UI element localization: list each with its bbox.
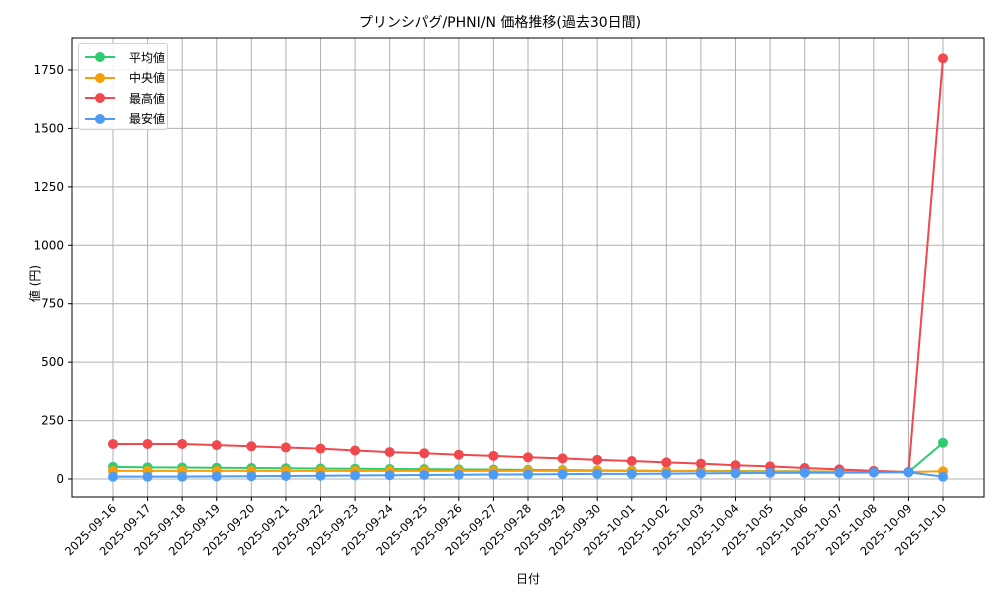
data-point xyxy=(938,437,948,448)
legend-swatch-icon xyxy=(85,113,115,125)
data-point xyxy=(903,467,914,478)
data-point xyxy=(799,467,810,478)
y-tick-label: 250 xyxy=(41,414,64,428)
data-point xyxy=(315,443,326,454)
data-point xyxy=(108,471,118,482)
data-point xyxy=(108,438,118,449)
data-point xyxy=(280,470,291,481)
data-point xyxy=(211,471,222,482)
y-tick-label: 1750 xyxy=(33,63,64,77)
legend-label: 平均値 xyxy=(129,50,166,65)
data-point xyxy=(142,471,153,482)
data-point xyxy=(695,468,706,479)
data-point xyxy=(730,460,741,471)
grid-lines xyxy=(72,38,984,497)
data-point xyxy=(592,454,603,465)
data-point xyxy=(488,469,499,480)
y-tick-label: 1250 xyxy=(33,180,64,194)
x-axis-ticks: 2025-09-162025-09-172025-09-182025-09-19… xyxy=(62,497,949,558)
data-point xyxy=(557,453,568,464)
legend-item: 中央値 xyxy=(85,68,165,88)
y-tick-label: 750 xyxy=(41,297,64,311)
data-point xyxy=(938,53,948,64)
data-point xyxy=(384,447,395,458)
data-point xyxy=(834,467,845,478)
data-point xyxy=(557,469,568,480)
data-point xyxy=(350,445,361,456)
legend-swatch-icon xyxy=(85,92,115,104)
data-point xyxy=(453,469,464,480)
series-最安値 xyxy=(108,467,948,482)
y-axis-ticks: 0 250 500 750 1000 1250 1500 1750 xyxy=(33,63,72,486)
data-point xyxy=(142,438,153,449)
data-point xyxy=(350,470,361,481)
data-point xyxy=(626,468,637,479)
data-series xyxy=(108,53,948,482)
data-point xyxy=(246,441,257,452)
data-point xyxy=(419,470,430,481)
legend-label: 最高値 xyxy=(129,91,166,106)
legend-label: 最安値 xyxy=(129,112,166,126)
legend-item: 最高値 xyxy=(85,88,165,108)
data-point xyxy=(661,468,672,479)
data-point xyxy=(695,458,706,469)
x-axis-label: 日付 xyxy=(515,572,540,586)
y-axis-label: 値 (円) xyxy=(28,264,43,303)
axes-frame xyxy=(71,37,985,498)
legend-swatch-icon xyxy=(85,51,115,63)
data-point xyxy=(384,470,395,481)
data-point xyxy=(211,440,222,451)
data-point xyxy=(765,467,776,478)
data-point xyxy=(661,457,672,468)
legend-item: 平均値 xyxy=(85,47,165,67)
y-tick-label: 1000 xyxy=(33,238,64,252)
data-point xyxy=(315,470,326,481)
data-point xyxy=(488,450,499,461)
data-point xyxy=(592,468,603,479)
data-point xyxy=(419,448,430,459)
legend: 平均値中央値最高値最安値 xyxy=(78,43,168,130)
y-tick-label: 500 xyxy=(41,355,64,369)
data-point xyxy=(730,468,741,479)
y-tick-label: 1500 xyxy=(33,121,64,135)
data-point xyxy=(453,449,464,460)
y-tick-label: 0 xyxy=(56,472,64,486)
data-point xyxy=(246,471,257,482)
legend-label: 中央値 xyxy=(129,71,166,85)
data-point xyxy=(626,456,637,467)
data-point xyxy=(523,452,533,463)
chart-title: プリンシパグ/PHNI/N 価格推移(過去30日間) xyxy=(358,15,642,31)
data-point xyxy=(523,469,533,480)
data-point xyxy=(177,471,188,482)
data-point xyxy=(868,467,879,478)
data-point xyxy=(177,438,188,449)
data-point xyxy=(280,442,291,453)
legend-item: 最安値 xyxy=(85,109,165,129)
data-point xyxy=(938,471,948,482)
legend-swatch-icon xyxy=(85,72,115,84)
